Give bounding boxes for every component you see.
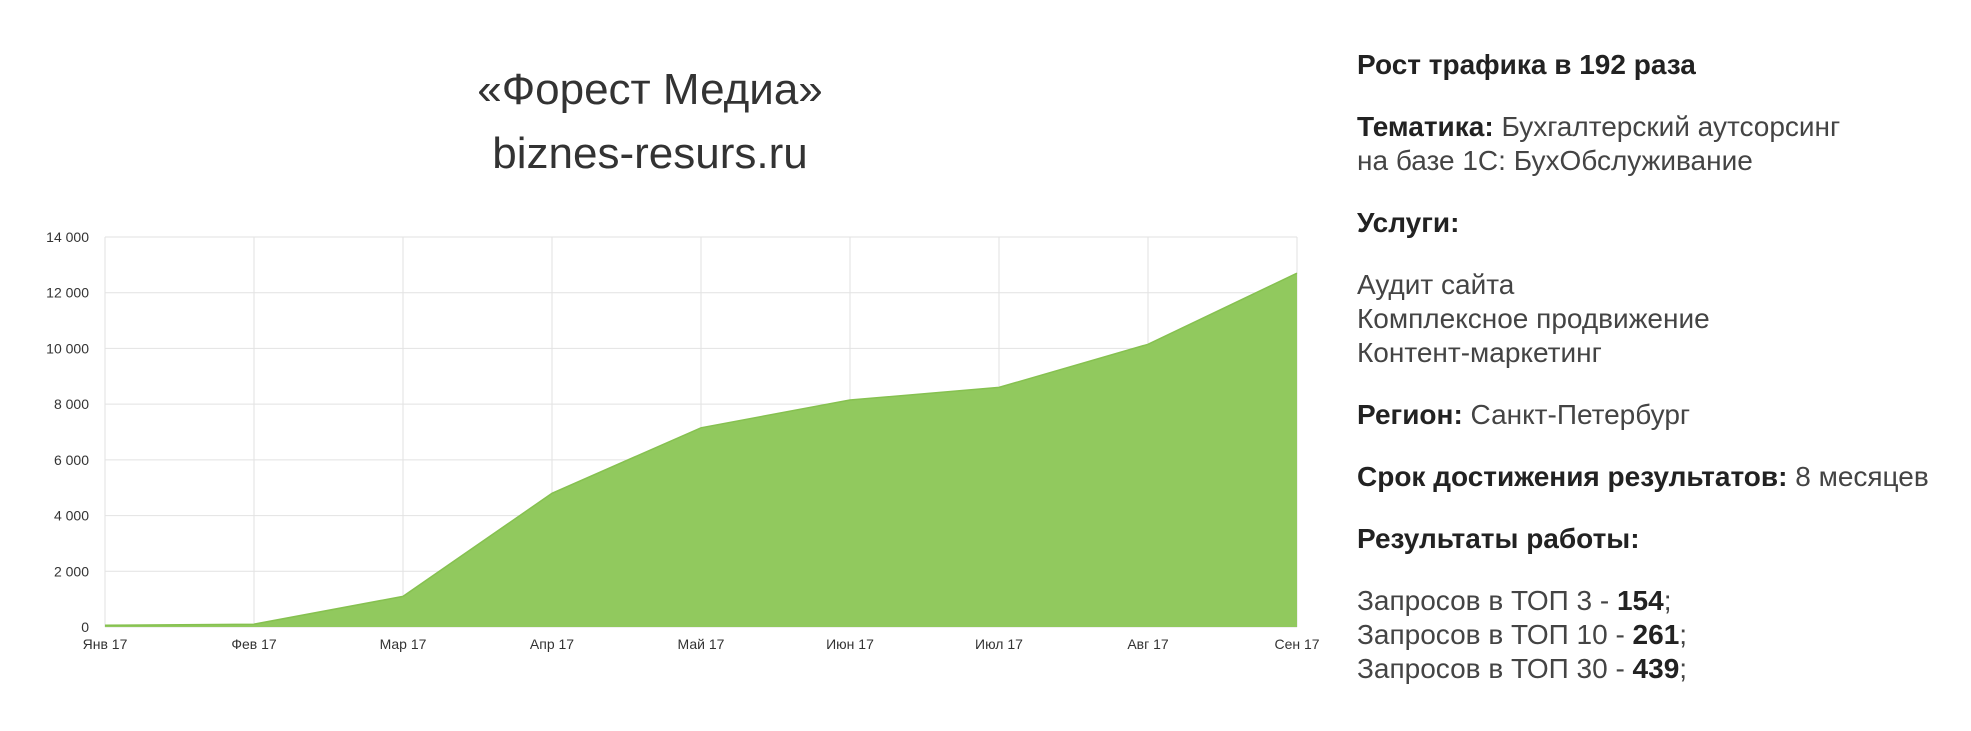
y-tick-label: 2 000 xyxy=(54,563,89,579)
y-tick-label: 14 000 xyxy=(46,229,89,245)
y-tick-label: 10 000 xyxy=(46,340,89,356)
x-tick-label: Янв 17 xyxy=(83,636,128,652)
case-info-panel: Рост трафика в 192 раза Тематика: Бухгал… xyxy=(1357,48,1957,686)
x-tick-label: Июн 17 xyxy=(826,636,874,652)
x-tick-label: Сен 17 xyxy=(1274,636,1319,652)
x-tick-label: Мар 17 xyxy=(380,636,427,652)
region-value: Санкт-Петербург xyxy=(1471,399,1691,430)
term-row: Срок достижения результатов: 8 месяцев xyxy=(1357,460,1957,494)
result-suffix: ; xyxy=(1679,619,1687,650)
traffic-area-chart: 0 2 000 4 000 6 000 8 000 10 000 12 000 14 000 Я… xyxy=(0,0,1340,680)
region-label: Регион: xyxy=(1357,399,1463,430)
result-item: Запросов в ТОП 10 - 261; xyxy=(1357,618,1957,652)
y-tick-label: 12 000 xyxy=(46,285,89,301)
growth-line: Рост трафика в 192 раза xyxy=(1357,48,1957,82)
result-suffix: ; xyxy=(1679,653,1687,684)
topic-label: Тематика: xyxy=(1357,111,1494,142)
result-item: Запросов в ТОП 3 - 154; xyxy=(1357,584,1957,618)
results-label: Результаты работы: xyxy=(1357,522,1957,556)
topic-row: Тематика: Бухгалтерский аутсорсинг xyxy=(1357,110,1957,144)
result-value: 439 xyxy=(1633,653,1680,684)
service-item: Контент-маркетинг xyxy=(1357,336,1957,370)
result-suffix: ; xyxy=(1664,585,1672,616)
region-row: Регион: Санкт-Петербург xyxy=(1357,398,1957,432)
topic-value: Бухгалтерский аутсорсинг xyxy=(1501,111,1840,142)
x-tick-label: Авг 17 xyxy=(1127,636,1169,652)
service-item: Комплексное продвижение xyxy=(1357,302,1957,336)
term-label: Срок достижения результатов: xyxy=(1357,461,1787,492)
topic-value-2: на базе 1С: БухОбслуживание xyxy=(1357,144,1957,178)
services-label: Услуги: xyxy=(1357,206,1957,240)
result-value: 261 xyxy=(1633,619,1680,650)
x-tick-label: Июл 17 xyxy=(975,636,1023,652)
x-tick-label: Май 17 xyxy=(678,636,725,652)
result-item: Запросов в ТОП 30 - 439; xyxy=(1357,652,1957,686)
result-prefix: Запросов в ТОП 30 - xyxy=(1357,653,1633,684)
result-value: 154 xyxy=(1617,585,1664,616)
service-item: Аудит сайта xyxy=(1357,268,1957,302)
result-prefix: Запросов в ТОП 3 - xyxy=(1357,585,1617,616)
x-tick-label: Фев 17 xyxy=(231,636,277,652)
y-tick-label: 4 000 xyxy=(54,508,89,524)
term-value: 8 месяцев xyxy=(1795,461,1929,492)
y-tick-label: 6 000 xyxy=(54,452,89,468)
y-tick-label: 0 xyxy=(81,619,89,635)
result-prefix: Запросов в ТОП 10 - xyxy=(1357,619,1633,650)
x-tick-label: Апр 17 xyxy=(530,636,574,652)
y-tick-label: 8 000 xyxy=(54,396,89,412)
